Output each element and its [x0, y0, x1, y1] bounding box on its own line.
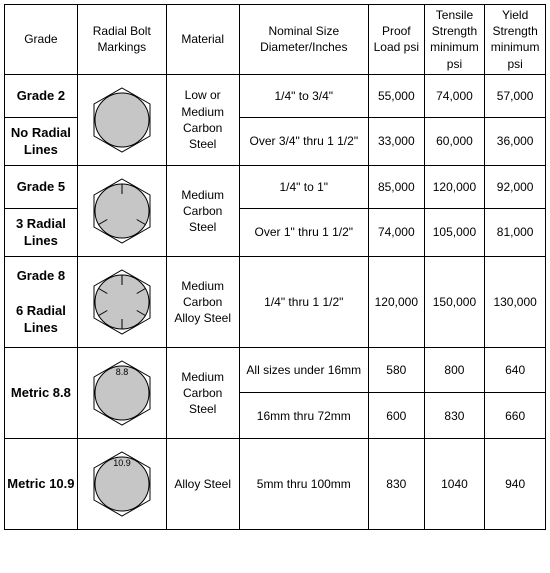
- proof-cell: 74,000: [369, 208, 425, 256]
- bolt-marking-cell: [77, 256, 166, 347]
- bolt-grade-table: Grade Radial Bolt Markings Material Nomi…: [4, 4, 546, 530]
- size-cell: Over 1" thru 1 1/2": [239, 208, 368, 256]
- table-row: Grade 8 6 Radial Lines Medium Carbon All…: [5, 256, 546, 347]
- col-proof: Proof Load psi: [369, 5, 425, 75]
- header-row: Grade Radial Bolt Markings Material Nomi…: [5, 5, 546, 75]
- bolt-marking-cell: [77, 74, 166, 165]
- grade-label: No Radial Lines: [5, 117, 78, 165]
- tensile-cell: 60,000: [424, 117, 485, 165]
- svg-text:10.9: 10.9: [113, 458, 131, 468]
- proof-cell: 120,000: [369, 256, 425, 347]
- table-row: Metric 10.9 10.9 Alloy Steel 5mm thru 10…: [5, 438, 546, 529]
- col-markings: Radial Bolt Markings: [77, 5, 166, 75]
- proof-cell: 600: [369, 393, 425, 439]
- tensile-cell: 800: [424, 347, 485, 393]
- bolt-marking-cell: 10.9: [77, 438, 166, 529]
- size-cell: 5mm thru 100mm: [239, 438, 368, 529]
- size-cell: All sizes under 16mm: [239, 347, 368, 393]
- tensile-cell: 120,000: [424, 165, 485, 208]
- grade-label: Metric 10.9: [5, 438, 78, 529]
- grade-label-line2: 6 Radial Lines: [7, 302, 75, 337]
- col-tensile: Tensile Strength minimum psi: [424, 5, 485, 75]
- size-cell: Over 3/4" thru 1 1/2": [239, 117, 368, 165]
- material-cell: Medium Carbon Steel: [166, 165, 239, 256]
- bolt-marking-cell: 8.8: [77, 347, 166, 438]
- grade-label: Grade 2: [5, 74, 78, 117]
- yield-cell: 81,000: [485, 208, 546, 256]
- grade-label: Grade 8 6 Radial Lines: [5, 256, 78, 347]
- yield-cell: 92,000: [485, 165, 546, 208]
- size-cell: 1/4" to 1": [239, 165, 368, 208]
- yield-cell: 36,000: [485, 117, 546, 165]
- grade-label: 3 Radial Lines: [5, 208, 78, 256]
- size-cell: 1/4" thru 1 1/2": [239, 256, 368, 347]
- proof-cell: 830: [369, 438, 425, 529]
- tensile-cell: 74,000: [424, 74, 485, 117]
- material-cell: Alloy Steel: [166, 438, 239, 529]
- bolt-head-icon: [83, 172, 161, 250]
- material-cell: Medium Carbon Alloy Steel: [166, 256, 239, 347]
- proof-cell: 580: [369, 347, 425, 393]
- bolt-head-icon: 10.9: [83, 445, 161, 523]
- bolt-marking-cell: [77, 165, 166, 256]
- yield-cell: 660: [485, 393, 546, 439]
- size-cell: 1/4" to 3/4": [239, 74, 368, 117]
- grade-label: Metric 8.8: [5, 347, 78, 438]
- col-nominal: Nominal Size Diameter/Inches: [239, 5, 368, 75]
- bolt-head-icon: [83, 81, 161, 159]
- tensile-cell: 150,000: [424, 256, 485, 347]
- material-cell: Low or Medium Carbon Steel: [166, 74, 239, 165]
- table-row: Grade 2 Low or Medium Carbon Steel 1/4" …: [5, 74, 546, 117]
- table-row: Grade 5 Medium Carbon Steel 1/4" to 1" 8…: [5, 165, 546, 208]
- proof-cell: 33,000: [369, 117, 425, 165]
- yield-cell: 640: [485, 347, 546, 393]
- tensile-cell: 105,000: [424, 208, 485, 256]
- proof-cell: 85,000: [369, 165, 425, 208]
- col-grade: Grade: [5, 5, 78, 75]
- table-row: Metric 8.8 8.8 Medium Carbon Steel All s…: [5, 347, 546, 393]
- grade-label: Grade 5: [5, 165, 78, 208]
- col-material: Material: [166, 5, 239, 75]
- proof-cell: 55,000: [369, 74, 425, 117]
- bolt-head-icon: [83, 263, 161, 341]
- size-cell: 16mm thru 72mm: [239, 393, 368, 439]
- tensile-cell: 1040: [424, 438, 485, 529]
- material-cell: Medium Carbon Steel: [166, 347, 239, 438]
- svg-text:8.8: 8.8: [116, 367, 129, 377]
- col-yield: Yield Strength minimum psi: [485, 5, 546, 75]
- yield-cell: 940: [485, 438, 546, 529]
- grade-label-line1: Grade 8: [7, 267, 75, 285]
- tensile-cell: 830: [424, 393, 485, 439]
- bolt-head-icon: 8.8: [83, 354, 161, 432]
- yield-cell: 130,000: [485, 256, 546, 347]
- yield-cell: 57,000: [485, 74, 546, 117]
